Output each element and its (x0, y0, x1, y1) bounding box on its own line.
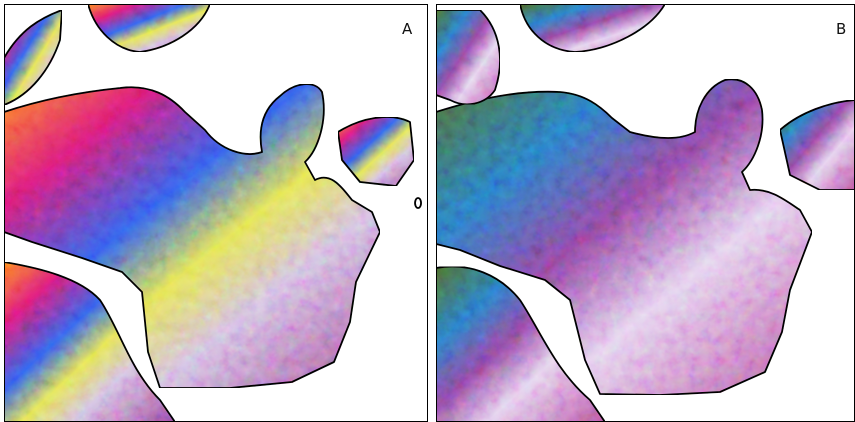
figure: A B (0, 0, 855, 422)
panel-label: A (402, 20, 413, 38)
panel-b: B (436, 4, 855, 422)
panel-a: A (4, 4, 428, 422)
panel-label: B (836, 20, 846, 38)
